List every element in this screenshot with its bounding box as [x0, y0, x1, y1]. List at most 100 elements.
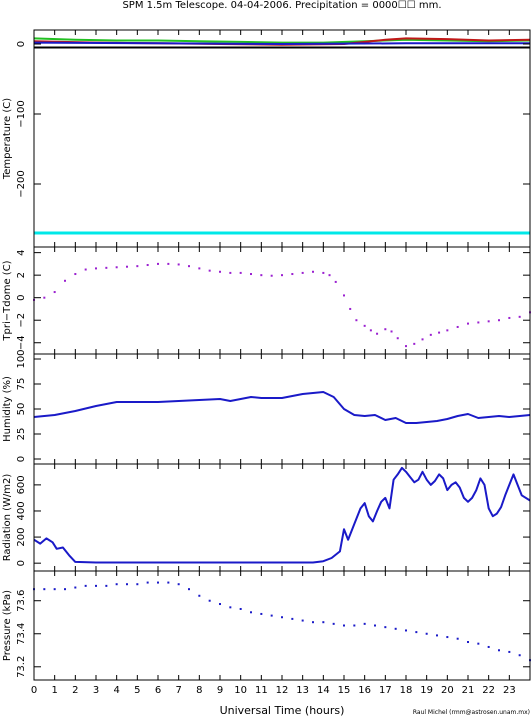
temperature-y-tick-label: −100	[16, 100, 27, 127]
pressure-data-point	[136, 583, 139, 586]
pressure-data-point	[456, 637, 459, 640]
pressure-data-point	[105, 584, 108, 587]
pressure-data-point	[126, 583, 128, 586]
tpri-tdome-data-point	[208, 269, 211, 272]
pressure-data-point	[384, 626, 387, 629]
pressure-data-point	[188, 588, 190, 591]
tpri-tdome-data-point	[343, 294, 345, 297]
pressure-data-point	[405, 629, 407, 632]
pressure-y-axis-label: Pressure (kPa)	[2, 590, 13, 661]
pressure-data-point	[415, 631, 418, 634]
pressure-data-point	[229, 606, 232, 609]
tpri-tdome-y-tick-label: 4	[16, 249, 27, 255]
temperature-series-line-4	[33, 41, 530, 45]
tpri-tdome-data-point	[157, 262, 159, 265]
pressure-data-point	[260, 612, 263, 615]
tpri-tdome-data-point	[167, 262, 170, 265]
pressure-data-point	[425, 632, 428, 635]
pressure-data-point	[353, 624, 356, 627]
pressure-data-point	[312, 621, 314, 624]
pressure-data-point	[167, 581, 170, 584]
tpri-tdome-data-point	[487, 320, 490, 323]
temperature-y-tick-label: −200	[16, 170, 27, 197]
tpri-tdome-data-point	[281, 274, 283, 277]
tpri-tdome-data-point	[477, 321, 480, 324]
tpri-tdome-data-point	[250, 273, 252, 276]
x-tick-label: 20	[441, 685, 454, 696]
tpri-tdome-data-point	[270, 274, 273, 277]
tpri-tdome-data-point	[421, 338, 424, 341]
humidity-series-line-0	[33, 391, 531, 424]
pressure-data-point	[343, 624, 345, 627]
pressure-y-tick-label: 73.6	[16, 590, 27, 612]
tpri-tdome-data-point	[301, 271, 304, 274]
pressure-data-point	[84, 584, 87, 587]
pressure-data-point	[157, 581, 159, 584]
x-tick-label: 0	[31, 685, 37, 696]
tpri-tdome-data-point	[363, 324, 366, 327]
tpri-tdome-data-point	[219, 270, 221, 273]
radiation-y-tick-label: 400	[16, 501, 27, 520]
pressure-data-point	[374, 624, 376, 627]
pressure-data-point	[467, 641, 469, 644]
pressure-data-point	[291, 617, 294, 620]
pressure-y-tick-label: 73.2	[16, 656, 27, 678]
figure-title: SPM 1.5m Telescope. 04-04-2006. Precipit…	[122, 0, 441, 11]
pressure-data-point	[177, 583, 180, 586]
tpri-tdome-frame	[33, 246, 531, 355]
pressure-data-point	[115, 583, 118, 586]
tpri-tdome-data-point	[126, 265, 128, 268]
tpri-tdome-data-point	[198, 267, 201, 270]
tpri-tdome-data-point	[43, 296, 46, 299]
tpri-tdome-data-point	[177, 263, 180, 266]
x-tick-label: 17	[379, 685, 392, 696]
pressure-data-point	[146, 581, 149, 584]
tpri-tdome-data-point	[146, 264, 149, 267]
pressure-data-point	[477, 642, 480, 645]
x-tick-label: 5	[134, 685, 140, 696]
x-tick-label: 3	[93, 685, 99, 696]
x-tick-label: 15	[338, 685, 351, 696]
x-tick-label: 8	[196, 685, 202, 696]
tpri-tdome-data-point	[369, 329, 372, 332]
pressure-frame	[33, 570, 531, 681]
humidity-y-tick-label: 75	[16, 378, 27, 391]
temperature-y-tick-label: 0	[16, 41, 27, 47]
x-tick-label: 19	[420, 685, 433, 696]
pressure-data-point	[198, 594, 201, 597]
pressure-data-point	[518, 654, 521, 657]
x-tick-label: 14	[317, 685, 330, 696]
tpri-tdome-data-point	[413, 342, 416, 345]
x-tick-label: 7	[175, 685, 181, 696]
pressure-y-tick-label: 73.4	[16, 623, 27, 645]
pressure-data-point	[74, 586, 77, 589]
tpri-tdome-data-point	[438, 331, 441, 334]
pressure-data-point	[219, 603, 221, 606]
tpri-tdome-data-point	[376, 332, 379, 335]
tpri-tdome-data-point	[334, 280, 337, 283]
radiation-y-tick-label: 200	[16, 528, 27, 547]
tpri-tdome-data-point	[429, 333, 432, 336]
pressure-data-point	[270, 614, 273, 617]
radiation-y-tick-label: 0	[16, 560, 27, 566]
pressure-data-point	[487, 645, 490, 648]
x-axis-label: Universal Time (hours)	[220, 704, 345, 717]
pressure-data-point	[208, 599, 211, 602]
humidity-y-tick-label: 25	[16, 428, 27, 441]
tpri-tdome-y-tick-label: −4	[16, 335, 27, 350]
tpri-tdome-data-point	[456, 325, 459, 328]
tpri-tdome-data-point	[390, 330, 393, 333]
x-tick-label: 10	[234, 685, 247, 696]
x-tick-label: 11	[255, 685, 268, 696]
radiation-y-tick-label: 600	[16, 475, 27, 494]
pressure-data-point	[508, 650, 511, 653]
x-tick-label: 2	[72, 685, 78, 696]
tpri-tdome-data-point	[396, 337, 399, 340]
pressure-data-point	[64, 588, 66, 591]
humidity-y-axis-label: Humidity (%)	[2, 376, 13, 442]
tpri-tdome-data-point	[239, 271, 242, 274]
humidity-frame	[33, 353, 531, 465]
